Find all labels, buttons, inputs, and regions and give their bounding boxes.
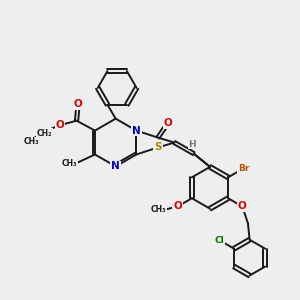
Text: H: H <box>188 140 196 148</box>
Text: O: O <box>164 118 172 128</box>
Text: O: O <box>173 201 182 212</box>
Text: O: O <box>56 120 64 130</box>
Text: CH₃: CH₃ <box>23 137 39 146</box>
Text: CH₂: CH₂ <box>37 129 52 138</box>
Text: O: O <box>74 99 82 109</box>
Text: CH₃: CH₃ <box>151 205 166 214</box>
Text: O: O <box>238 201 247 212</box>
Text: N: N <box>111 161 120 171</box>
Text: N: N <box>132 126 141 136</box>
Text: CH₃: CH₃ <box>62 159 77 168</box>
Text: Br: Br <box>238 164 249 173</box>
Text: S: S <box>154 142 162 152</box>
Text: Cl: Cl <box>215 236 225 245</box>
